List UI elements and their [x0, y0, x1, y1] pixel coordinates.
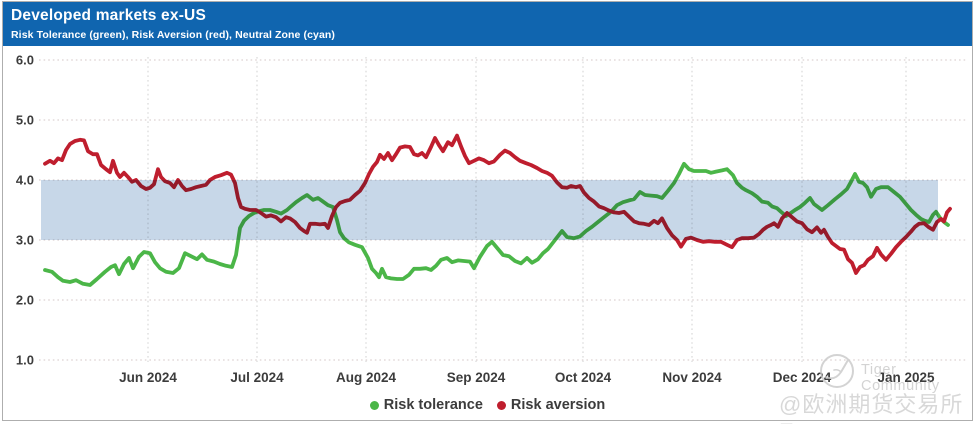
- x-tick-label: Dec 2024: [773, 370, 832, 385]
- legend-label: Risk aversion: [510, 397, 606, 413]
- y-tick-label: 6.0: [16, 53, 34, 68]
- x-tick-label: Aug 2024: [336, 370, 397, 385]
- y-tick-label: 3.0: [16, 233, 34, 248]
- legend-label: Risk tolerance: [383, 397, 483, 413]
- y-tick-label: 4.0: [16, 173, 34, 188]
- y-tick-label: 5.0: [16, 113, 34, 128]
- x-tick-label: Oct 2024: [555, 370, 612, 385]
- y-tick-label: 2.0: [16, 293, 34, 308]
- neutral-zone-band: [41, 180, 938, 240]
- risk-tolerance-dot-icon: [369, 400, 379, 410]
- x-tick-label: Jul 2024: [230, 370, 284, 385]
- y-tick-label: 1.0: [16, 353, 34, 368]
- page-title: Developed markets ex-US: [11, 7, 206, 24]
- legend-item-risk-aversion: Risk aversion: [496, 397, 606, 413]
- x-tick-label: Jan 2025: [877, 370, 935, 385]
- legend-item-risk-tolerance: Risk tolerance: [369, 397, 483, 413]
- x-tick-label: Sep 2024: [447, 370, 506, 385]
- x-tick-label: Jun 2024: [119, 370, 177, 385]
- chart-header: Developed markets ex-US Risk Tolerance (…: [3, 2, 972, 46]
- x-tick-label: Nov 2024: [662, 370, 722, 385]
- risk-aversion-dot-icon: [496, 400, 506, 410]
- chart-legend: Risk tolerance Risk aversion: [0, 397, 975, 413]
- chart-subtitle: Risk Tolerance (green), Risk Aversion (r…: [11, 29, 336, 41]
